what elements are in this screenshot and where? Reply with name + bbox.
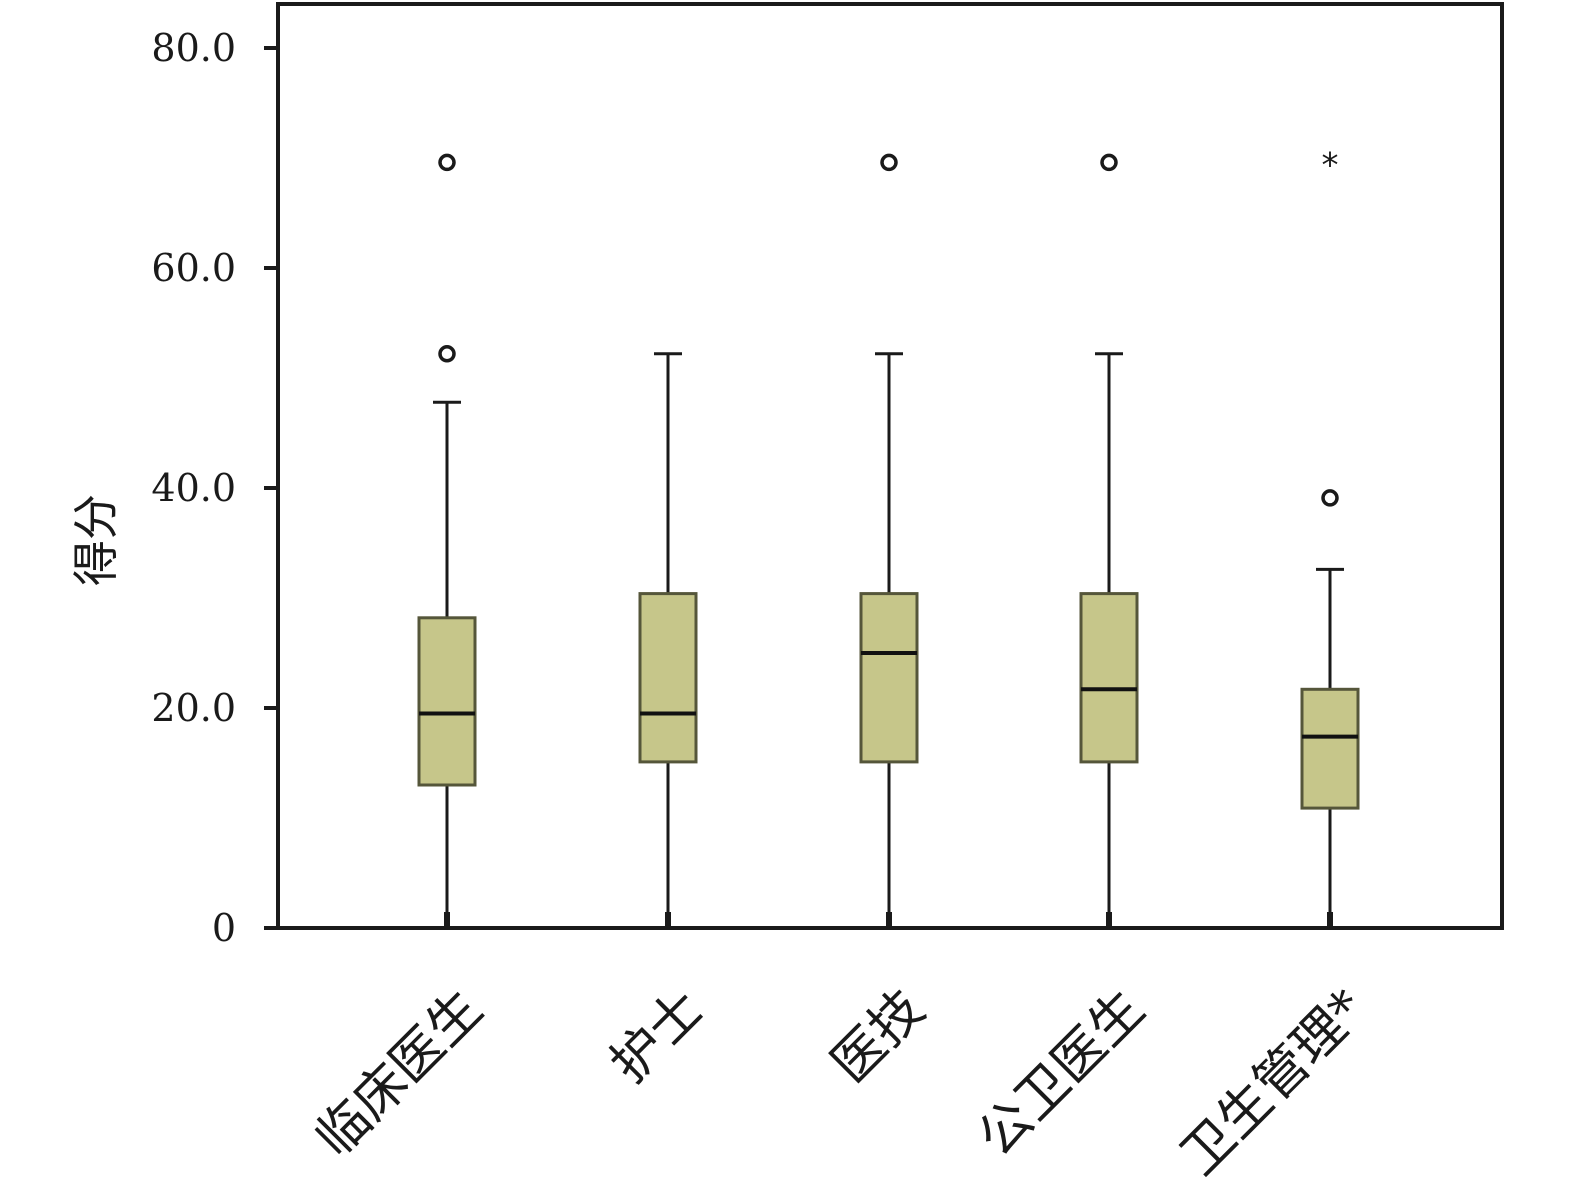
y-tick-label: 20.0 [151,686,236,730]
box-iqr [1079,592,1139,764]
outlier-circle [880,153,898,172]
boxes-layer: * [417,145,1360,928]
outlier-circle [438,345,456,363]
box-group [859,153,919,928]
outlier-extreme-star: * [1322,145,1339,185]
whisker-cap-lower [1327,912,1333,928]
outlier-circle [1100,153,1118,172]
x-category-label: 公卫医生 [967,979,1157,1169]
x-axis-labels: 临床医生 护士 医技 公卫医生 卫生管理* [305,979,1378,1187]
x-category-label: 护士 [599,979,715,1095]
x-category-label: 医技 [820,979,936,1095]
box-group [417,153,477,928]
box-group: * [1300,145,1360,928]
y-tick-label: 60.0 [151,246,236,290]
whisker-cap-lower [1106,912,1112,928]
box-iqr [417,616,477,787]
box-group [638,352,698,928]
whisker-cap-lower [665,912,671,928]
x-category-label: 临床医生 [305,979,495,1169]
y-tick-label: 80.0 [151,26,236,70]
y-tick-label: 0 [212,906,236,950]
y-tick-label: 40.0 [151,466,236,510]
box-group [1079,153,1139,928]
whisker-cap-lower [444,912,450,928]
box-iqr [638,592,698,764]
box-iqr [1300,687,1360,810]
box-iqr [859,592,919,764]
y-axis-title: 得分 [69,494,123,586]
whisker-cap-lower [886,912,892,928]
outlier-circle [1321,489,1339,507]
y-axis: 0 20.0 40.0 60.0 80.0 [151,26,278,950]
x-category-label: 卫生管理* [1169,979,1377,1183]
outlier-circle [438,153,456,172]
